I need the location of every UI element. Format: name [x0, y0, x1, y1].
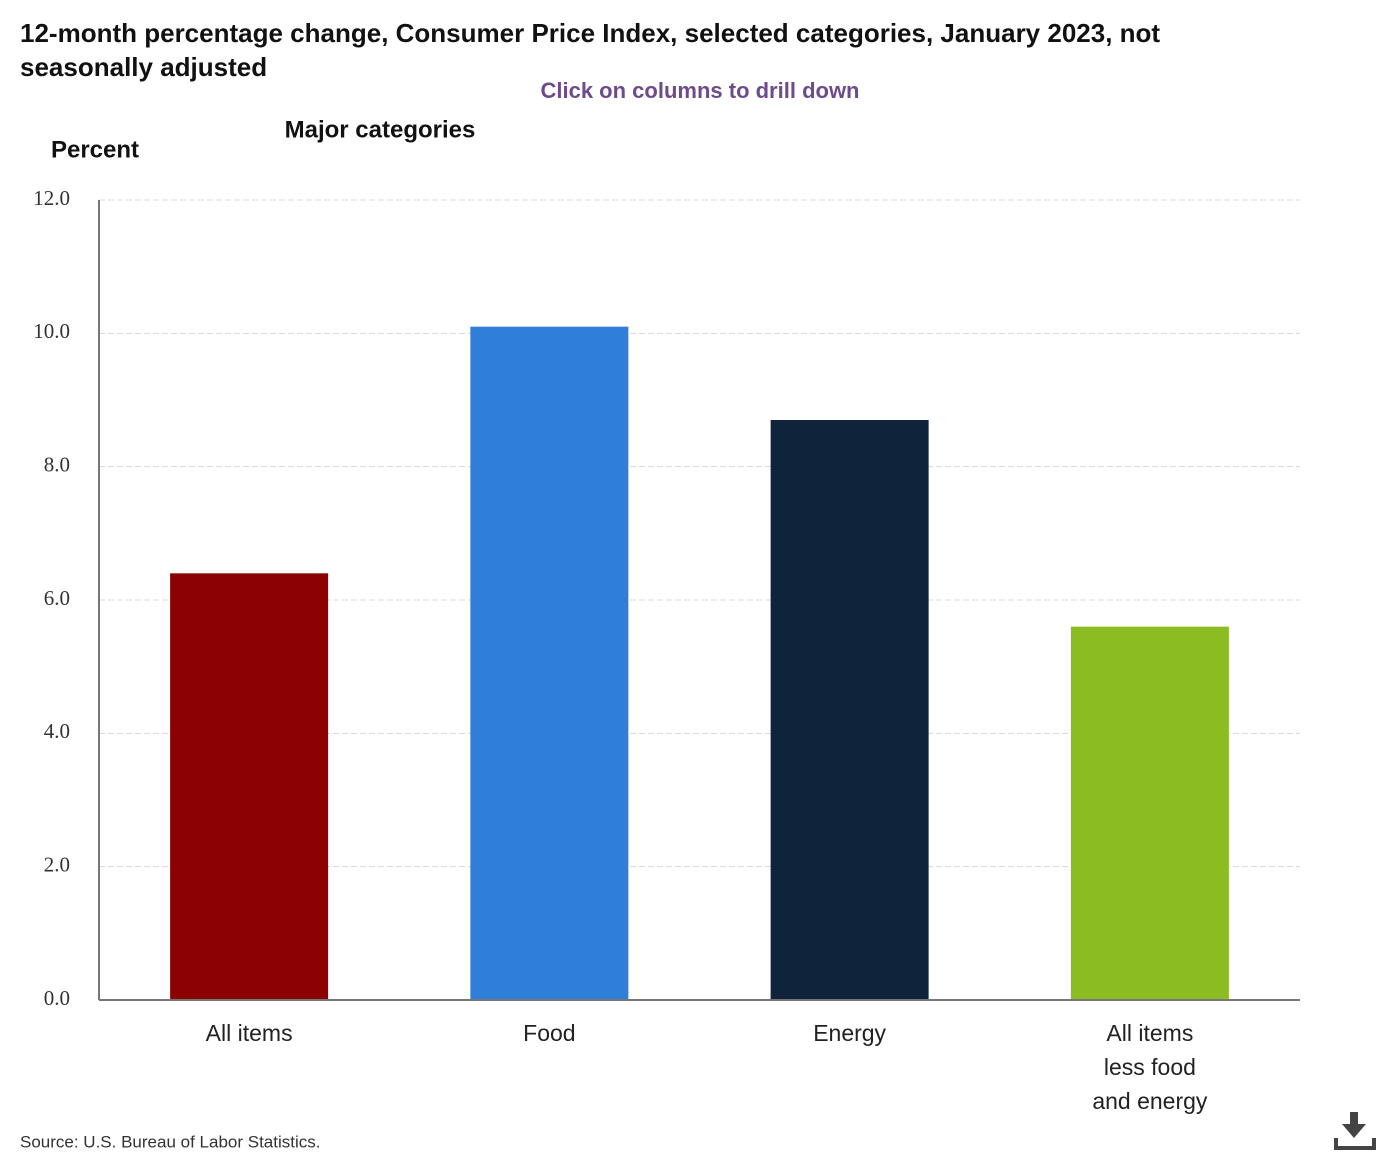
bar[interactable] [170, 573, 329, 1000]
bar[interactable] [470, 326, 629, 1001]
y-tick-label: 4.0 [44, 719, 70, 743]
y-tick-label: 6.0 [44, 586, 70, 610]
bar[interactable] [770, 420, 929, 1000]
chart-title: 12-month percentage change, Consumer Pri… [20, 18, 1161, 82]
y-tick-label: 2.0 [44, 852, 70, 876]
x-tick-label: Food [523, 1020, 575, 1046]
x-tick-label: All items less food and energy [1092, 1020, 1208, 1114]
x-tick-label: Energy [813, 1020, 886, 1046]
x-tick-label: All items [206, 1020, 293, 1046]
source: Source: U.S. Bureau of Labor Statistics. [20, 1132, 320, 1151]
y-tick-label: 0.0 [44, 986, 70, 1010]
subtitle: Click on columns to drill down [540, 78, 859, 103]
bar[interactable] [1070, 626, 1229, 1000]
y-tick-label: 12.0 [33, 186, 70, 210]
chart-label: Major categories [285, 116, 476, 143]
y-tick-label: 8.0 [44, 452, 70, 476]
download-icon[interactable] [1334, 1112, 1376, 1150]
y-axis-label: Percent [51, 136, 139, 163]
y-tick-label: 10.0 [33, 319, 70, 343]
